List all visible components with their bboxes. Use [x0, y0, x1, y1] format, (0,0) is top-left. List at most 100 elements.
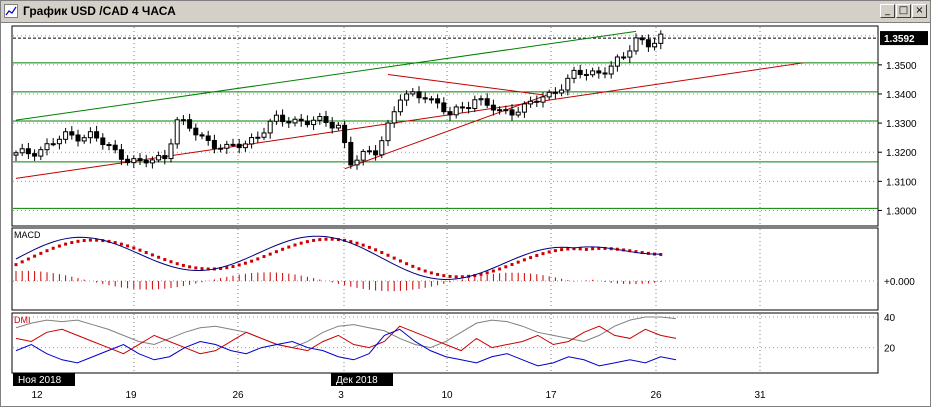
macd-panel[interactable]: [11, 227, 879, 311]
macd-signal-dot: [374, 248, 378, 252]
candle: [453, 104, 459, 119]
candle-body: [19, 148, 25, 154]
candle: [478, 95, 484, 106]
candle-body: [230, 143, 236, 146]
candle: [503, 105, 509, 115]
macd-signal-dot: [39, 251, 43, 255]
candle-body: [298, 118, 304, 122]
candle-body: [75, 134, 81, 142]
candle: [205, 130, 211, 146]
candle: [19, 143, 25, 157]
dmi-panel[interactable]: [11, 312, 879, 374]
trend-line: [15, 30, 637, 121]
y-tick-label: 1.3300: [886, 119, 917, 130]
candle: [602, 67, 608, 79]
candle-body: [149, 159, 155, 164]
trend-line: [344, 91, 556, 170]
candle: [521, 101, 527, 118]
title-bar[interactable]: График USD /CAD 4 ЧАСА _ □ ×: [1, 1, 930, 23]
macd-signal-dot: [547, 250, 551, 254]
candle-body: [81, 137, 87, 142]
macd-signal-dot: [628, 249, 632, 253]
chart-icon: [4, 4, 18, 18]
candle-body: [583, 73, 589, 76]
candle: [69, 126, 75, 140]
candle-body: [590, 70, 596, 76]
candle-body: [156, 155, 162, 161]
macd-signal-dot: [256, 257, 260, 261]
candle-body: [304, 120, 310, 126]
candle: [639, 34, 645, 45]
close-button[interactable]: ×: [912, 4, 927, 18]
candle: [490, 99, 496, 116]
maximize-button[interactable]: □: [896, 4, 911, 18]
macd-signal-dot: [479, 272, 483, 276]
macd-signal-dot: [597, 246, 601, 250]
candle-body: [267, 120, 273, 134]
candle: [329, 117, 335, 134]
y-tick-label: 1.3400: [886, 90, 917, 101]
macd-signal-dot: [646, 251, 650, 255]
candle: [484, 93, 490, 109]
candle: [168, 138, 174, 163]
candle-body: [497, 109, 503, 112]
candle: [218, 144, 224, 153]
candle-body: [94, 131, 100, 139]
candle: [565, 74, 571, 96]
candle-body: [447, 111, 453, 116]
macd-signal-dot: [473, 274, 477, 278]
candle-body: [211, 139, 217, 149]
macd-signal-dot: [82, 239, 86, 243]
candle: [528, 96, 534, 108]
dmi-tick-label: 20: [884, 344, 896, 355]
macd-signal-dot: [355, 241, 359, 245]
macd-signal-dot: [349, 240, 353, 244]
macd-label: MACD: [14, 230, 41, 240]
macd-signal-dot: [119, 242, 123, 246]
candle-body: [459, 106, 465, 109]
candle-body: [317, 116, 323, 121]
candle: [187, 113, 193, 132]
candle: [360, 149, 366, 166]
macd-signal-dot: [386, 253, 390, 257]
minimize-button[interactable]: _: [880, 4, 895, 18]
candle: [577, 64, 583, 79]
macd-signal-dot: [181, 263, 185, 267]
candle-body: [373, 150, 379, 156]
candle-body: [273, 114, 279, 122]
macd-signal-dot: [603, 246, 607, 250]
candle: [583, 68, 589, 81]
trend-line: [15, 62, 804, 179]
macd-signal-dot: [274, 250, 278, 254]
macd-signal-dot: [584, 247, 588, 251]
macd-signal-dot: [498, 267, 502, 271]
candle-body: [614, 56, 620, 67]
macd-signal-dot: [529, 256, 533, 260]
macd-signal-dot: [219, 267, 223, 271]
price-panel[interactable]: [11, 25, 879, 227]
chart-area[interactable]: MACD +0.000 DMI 40 20 1.3500 1.3400 1.3300 1.3…: [1, 23, 930, 406]
candle: [596, 66, 602, 79]
x-tick-label: 3: [338, 390, 344, 401]
month-label-box: [13, 373, 75, 386]
candle: [50, 138, 56, 147]
macd-signal-dot: [392, 256, 396, 260]
macd-signal-dot: [237, 263, 241, 267]
macd-signal-dot: [45, 249, 49, 253]
macd-signal-dot: [243, 261, 247, 265]
macd-signal-dot: [188, 265, 192, 269]
candle-body: [112, 144, 118, 151]
candle: [304, 115, 310, 128]
candle: [292, 116, 298, 127]
candle-body: [621, 56, 627, 59]
macd-signal-dot: [634, 250, 638, 254]
candle-body: [645, 39, 651, 48]
candle-body: [125, 158, 131, 164]
candle-body: [521, 103, 527, 113]
x-tick-label: 19: [125, 390, 137, 401]
macd-signal-dot: [448, 274, 452, 278]
candle-body: [236, 143, 242, 149]
candle-body: [38, 149, 44, 157]
macd-signal-dot: [572, 247, 576, 251]
